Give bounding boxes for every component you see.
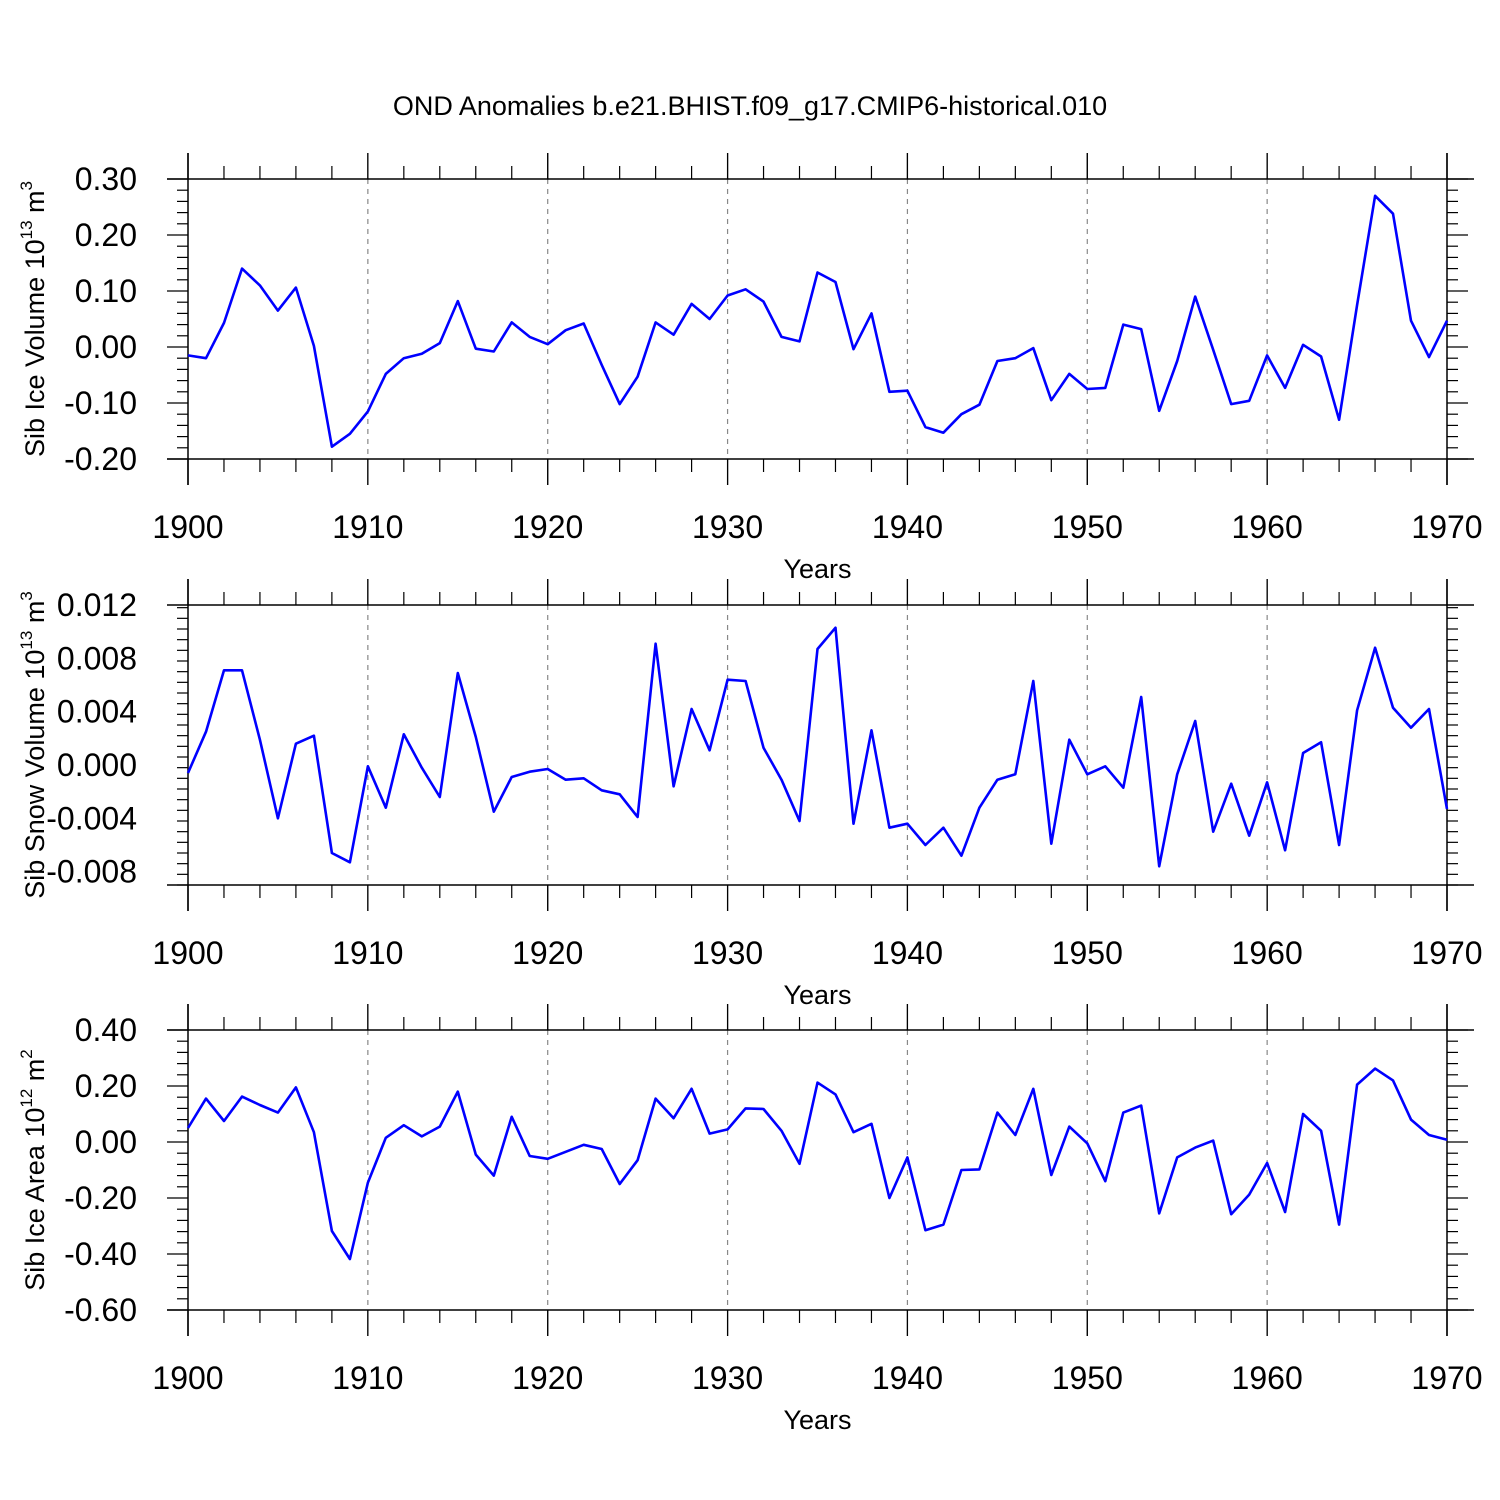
x-tick-label: 1940 (872, 1360, 943, 1396)
x-tick-label: 1960 (1232, 509, 1303, 545)
x-tick-label: 1950 (1052, 1360, 1123, 1396)
y-tick-label: 0.012 (57, 587, 137, 623)
y-tick-label: 0.30 (75, 161, 137, 197)
y-tick-label: 0.00 (75, 1124, 137, 1160)
series-line-2 (186, 626, 1449, 868)
y-tick-label: 0.20 (75, 1068, 137, 1104)
y-tick-label: 0.10 (75, 273, 137, 309)
x-tick-label: 1930 (692, 1360, 763, 1396)
y-tick-label: 0.004 (57, 694, 137, 730)
x-tick-label: 1970 (1411, 1360, 1482, 1396)
x-tick-label: 1920 (512, 935, 583, 971)
panels: 1900 1910 1920 1930 1940 1950 1960 1970 -0.20 -0.… (17, 153, 1483, 1435)
x-tick-label: 1940 (872, 935, 943, 971)
x-tick-label: 1950 (1052, 935, 1123, 971)
y-tick-label: -0.008 (46, 854, 137, 890)
x-tick-label: 1970 (1411, 509, 1482, 545)
y-tick-label: -0.60 (64, 1292, 137, 1328)
x-tick-label: 1930 (692, 509, 763, 545)
x-axis-label: Years (783, 1405, 851, 1435)
x-tick-label: 1960 (1232, 935, 1303, 971)
y-tick-label: -0.40 (64, 1236, 137, 1272)
series-line-3 (186, 1067, 1448, 1261)
x-tick-label: 1970 (1411, 935, 1482, 971)
y-tick-label: 0.008 (57, 640, 137, 676)
x-tick-label: 1900 (152, 509, 223, 545)
x-tick-label: 1900 (152, 935, 223, 971)
panel-3: 1900 1910 1920 1930 1940 1950 1960 1970 -0.60 -0.… (17, 1004, 1483, 1435)
x-tick-label: 1940 (872, 509, 943, 545)
y-axis-label: Sib Snow Volume 1013 m3 (17, 591, 50, 899)
x-tick-label: 1950 (1052, 509, 1123, 545)
x-axis-label: Years (783, 554, 851, 584)
y-tick-label: 0.00 (75, 329, 137, 365)
y-tick-label: -0.004 (46, 800, 137, 836)
x-tick-label: 1930 (692, 935, 763, 971)
x-axis-label: Years (783, 980, 851, 1010)
y-tick-label: 0.000 (57, 747, 137, 783)
y-axis-label: Sib Ice Volume 1013 m3 (17, 181, 50, 457)
y-axis-label: Sib Ice Area 1012 m2 (17, 1049, 50, 1291)
y-tick-label: -0.20 (64, 441, 137, 477)
x-tick-label: 1910 (332, 1360, 403, 1396)
panel-2: 1900 1910 1920 1930 1940 1950 1960 1970 -0.008 -0… (17, 579, 1483, 1010)
y-tick-label: -0.10 (64, 385, 137, 421)
chart-title: OND Anomalies b.e21.BHIST.f09_g17.CMIP6-… (393, 91, 1107, 121)
x-tick-label: 1900 (152, 1360, 223, 1396)
y-tick-label: 0.40 (75, 1012, 137, 1048)
y-tick-label: 0.20 (75, 217, 137, 253)
panel-1: 1900 1910 1920 1930 1940 1950 1960 1970 -0.20 -0.… (17, 153, 1483, 584)
y-tick-label: -0.20 (64, 1180, 137, 1216)
x-tick-label: 1910 (332, 935, 403, 971)
x-tick-label: 1960 (1232, 1360, 1303, 1396)
x-tick-label: 1920 (512, 1360, 583, 1396)
series-line-1 (187, 194, 1449, 449)
x-tick-label: 1910 (332, 509, 403, 545)
x-tick-label: 1920 (512, 509, 583, 545)
